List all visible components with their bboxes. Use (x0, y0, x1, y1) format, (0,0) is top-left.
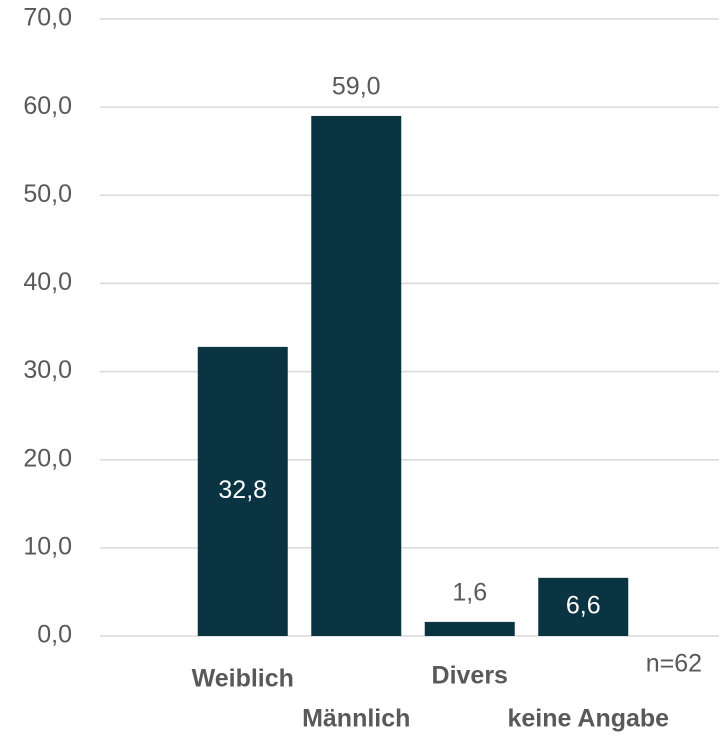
bar (538, 577, 629, 636)
bar (424, 621, 515, 636)
data-label: 6,6 (566, 592, 601, 620)
x-tick-label: keine Angabe (507, 705, 669, 733)
y-tick-label: 70,0 (23, 4, 72, 32)
y-tick-label: 40,0 (23, 268, 72, 296)
y-tick-label: 50,0 (23, 180, 72, 208)
data-label: 32,8 (218, 476, 267, 504)
bar (311, 115, 402, 636)
bar (197, 346, 288, 636)
y-tick-label: 60,0 (23, 92, 72, 120)
y-tick-label: 20,0 (23, 444, 72, 472)
x-tick-label: Weiblich (192, 665, 294, 693)
annotation: n=62 (646, 650, 702, 678)
x-tick-label: Männlich (302, 705, 410, 733)
y-tick-label: 10,0 (23, 532, 72, 560)
y-tick-label: 0,0 (37, 621, 72, 649)
data-label: 1,6 (452, 579, 487, 607)
data-label: 59,0 (332, 73, 381, 101)
y-tick-label: 30,0 (23, 356, 72, 384)
x-tick-label: Divers (432, 662, 508, 690)
